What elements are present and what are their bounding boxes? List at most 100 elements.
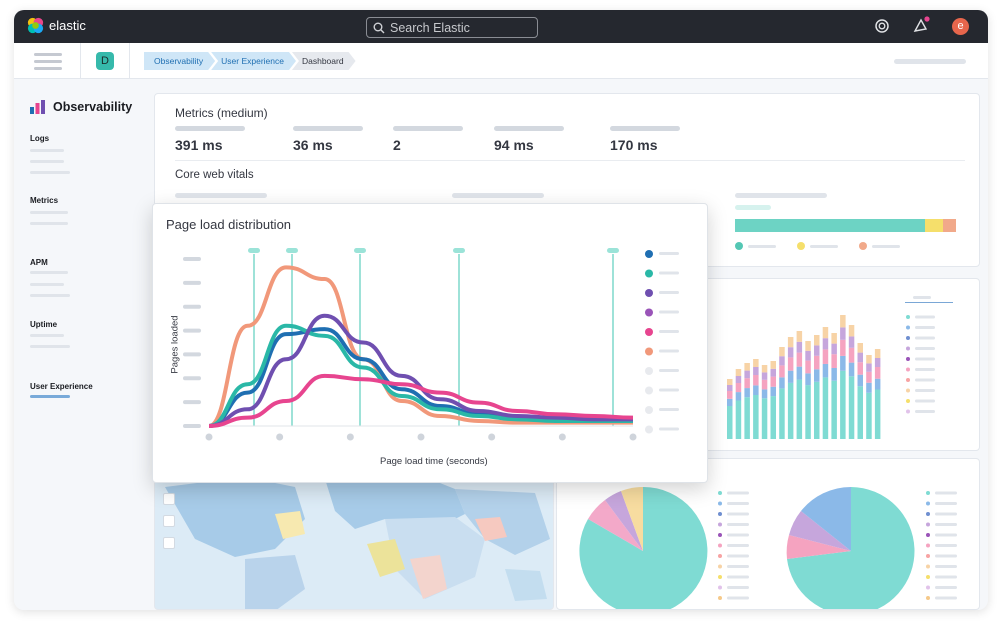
nav-item[interactable] — [30, 283, 64, 286]
elastic-logo[interactable]: elastic — [26, 16, 86, 35]
legend-label — [935, 565, 957, 568]
pie-panel — [556, 458, 980, 610]
bar-segment — [866, 371, 872, 383]
nav-section-apm[interactable]: APM — [30, 258, 48, 267]
bar-segment — [735, 383, 742, 393]
nav-section-logs[interactable]: Logs — [30, 134, 50, 143]
menu-toggle-icon[interactable] — [34, 53, 62, 74]
elastic-icon — [27, 17, 44, 34]
legend-label — [659, 427, 679, 431]
space-avatar[interactable]: D — [96, 52, 114, 70]
bar-segment — [874, 358, 881, 367]
legend-swatch[interactable] — [645, 308, 653, 317]
nav-item[interactable] — [30, 334, 64, 337]
world-map — [165, 473, 550, 609]
nav-item[interactable] — [30, 294, 70, 297]
metric-2: 36 ms — [293, 126, 363, 153]
legend-label — [727, 533, 749, 537]
metric-1: 391 ms — [175, 126, 245, 153]
nav-section-uptime[interactable]: Uptime — [30, 320, 58, 329]
legend-label — [727, 586, 749, 589]
bar-legend — [906, 315, 935, 414]
nav-section-metrics[interactable]: Metrics — [30, 196, 59, 205]
legend-swatch[interactable] — [645, 289, 653, 297]
nav-item[interactable] — [30, 171, 70, 174]
map-control-button[interactable] — [163, 537, 175, 549]
nav-item[interactable] — [30, 345, 70, 348]
nav-title-label: Observability — [53, 100, 133, 114]
y-tick-label — [183, 400, 201, 405]
legend-label — [935, 512, 957, 516]
percentile-marker[interactable] — [248, 248, 260, 253]
bar-segment — [727, 379, 733, 385]
metric-value: 36 ms — [293, 137, 333, 153]
legend-label — [659, 369, 679, 372]
legend-dot — [859, 242, 867, 250]
legend-swatch[interactable] — [645, 347, 653, 356]
bar-segment — [822, 377, 829, 439]
search-input[interactable]: Search Elastic — [366, 17, 538, 38]
y-tick-label — [183, 304, 201, 309]
nav-title: Observability — [30, 100, 132, 114]
x-tick-label — [346, 433, 354, 441]
nav-item[interactable] — [30, 149, 64, 152]
legend-swatch — [906, 346, 910, 351]
nav-section-user-experience[interactable]: User Experience — [30, 382, 93, 391]
nav-item[interactable] — [30, 222, 68, 225]
divider — [80, 43, 81, 79]
news-feed-icon[interactable] — [912, 16, 932, 34]
legend-swatch[interactable] — [645, 406, 653, 414]
breadcrumb-user-experience[interactable]: User Experience — [211, 52, 296, 70]
metric-value: 94 ms — [494, 137, 534, 153]
nav-item[interactable] — [30, 271, 68, 274]
nav-item[interactable] — [30, 160, 64, 163]
legend-swatch[interactable] — [645, 328, 653, 336]
bar-segment — [805, 385, 811, 439]
bar-segment — [814, 381, 820, 439]
bar-segment — [735, 369, 742, 376]
user-avatar[interactable]: e — [952, 18, 969, 35]
percentile-marker[interactable] — [286, 248, 298, 253]
nav-item[interactable] — [30, 211, 68, 214]
legend-label — [915, 368, 935, 371]
legend-label — [659, 310, 679, 314]
bar-segment — [814, 369, 820, 382]
stacked-bar-chart — [727, 315, 881, 439]
legend-swatch — [906, 399, 910, 403]
percentile-marker[interactable] — [607, 248, 619, 253]
legend-label — [935, 491, 957, 495]
map-control-button[interactable] — [163, 515, 175, 527]
legend-swatch[interactable] — [645, 367, 653, 375]
bar-segment — [831, 333, 837, 344]
help-icon[interactable] — [874, 18, 890, 34]
percentile-marker[interactable] — [354, 248, 366, 253]
x-tick-label — [276, 433, 284, 441]
brand-name: elastic — [49, 18, 86, 33]
bar-segment — [874, 378, 881, 390]
percentile-marker[interactable] — [453, 248, 465, 253]
legend-swatch[interactable] — [645, 386, 653, 395]
breadcrumb-observability[interactable]: Observability — [144, 52, 215, 70]
legend-label — [915, 389, 935, 392]
bar-segment — [848, 325, 855, 337]
bar-segment — [744, 370, 750, 379]
legend-label — [935, 502, 957, 505]
header-action-placeholder — [894, 59, 966, 64]
bar-segment — [770, 361, 776, 369]
bar-segment — [840, 315, 846, 328]
legend-label — [659, 252, 679, 255]
chart-select[interactable] — [905, 293, 953, 303]
legend-swatch — [718, 554, 722, 558]
legend-swatch[interactable] — [645, 269, 653, 278]
bar-segment — [779, 356, 785, 366]
bar-segment — [761, 365, 768, 373]
legend-label — [872, 245, 900, 248]
observability-icon — [30, 100, 45, 114]
map-control-button[interactable] — [163, 493, 175, 505]
nav-item-active[interactable] — [30, 395, 70, 398]
legend-swatch[interactable] — [645, 250, 653, 258]
legend-swatch[interactable] — [645, 425, 653, 434]
bar-segment — [822, 349, 829, 364]
series-line — [208, 323, 633, 428]
legend-swatch — [718, 522, 722, 527]
